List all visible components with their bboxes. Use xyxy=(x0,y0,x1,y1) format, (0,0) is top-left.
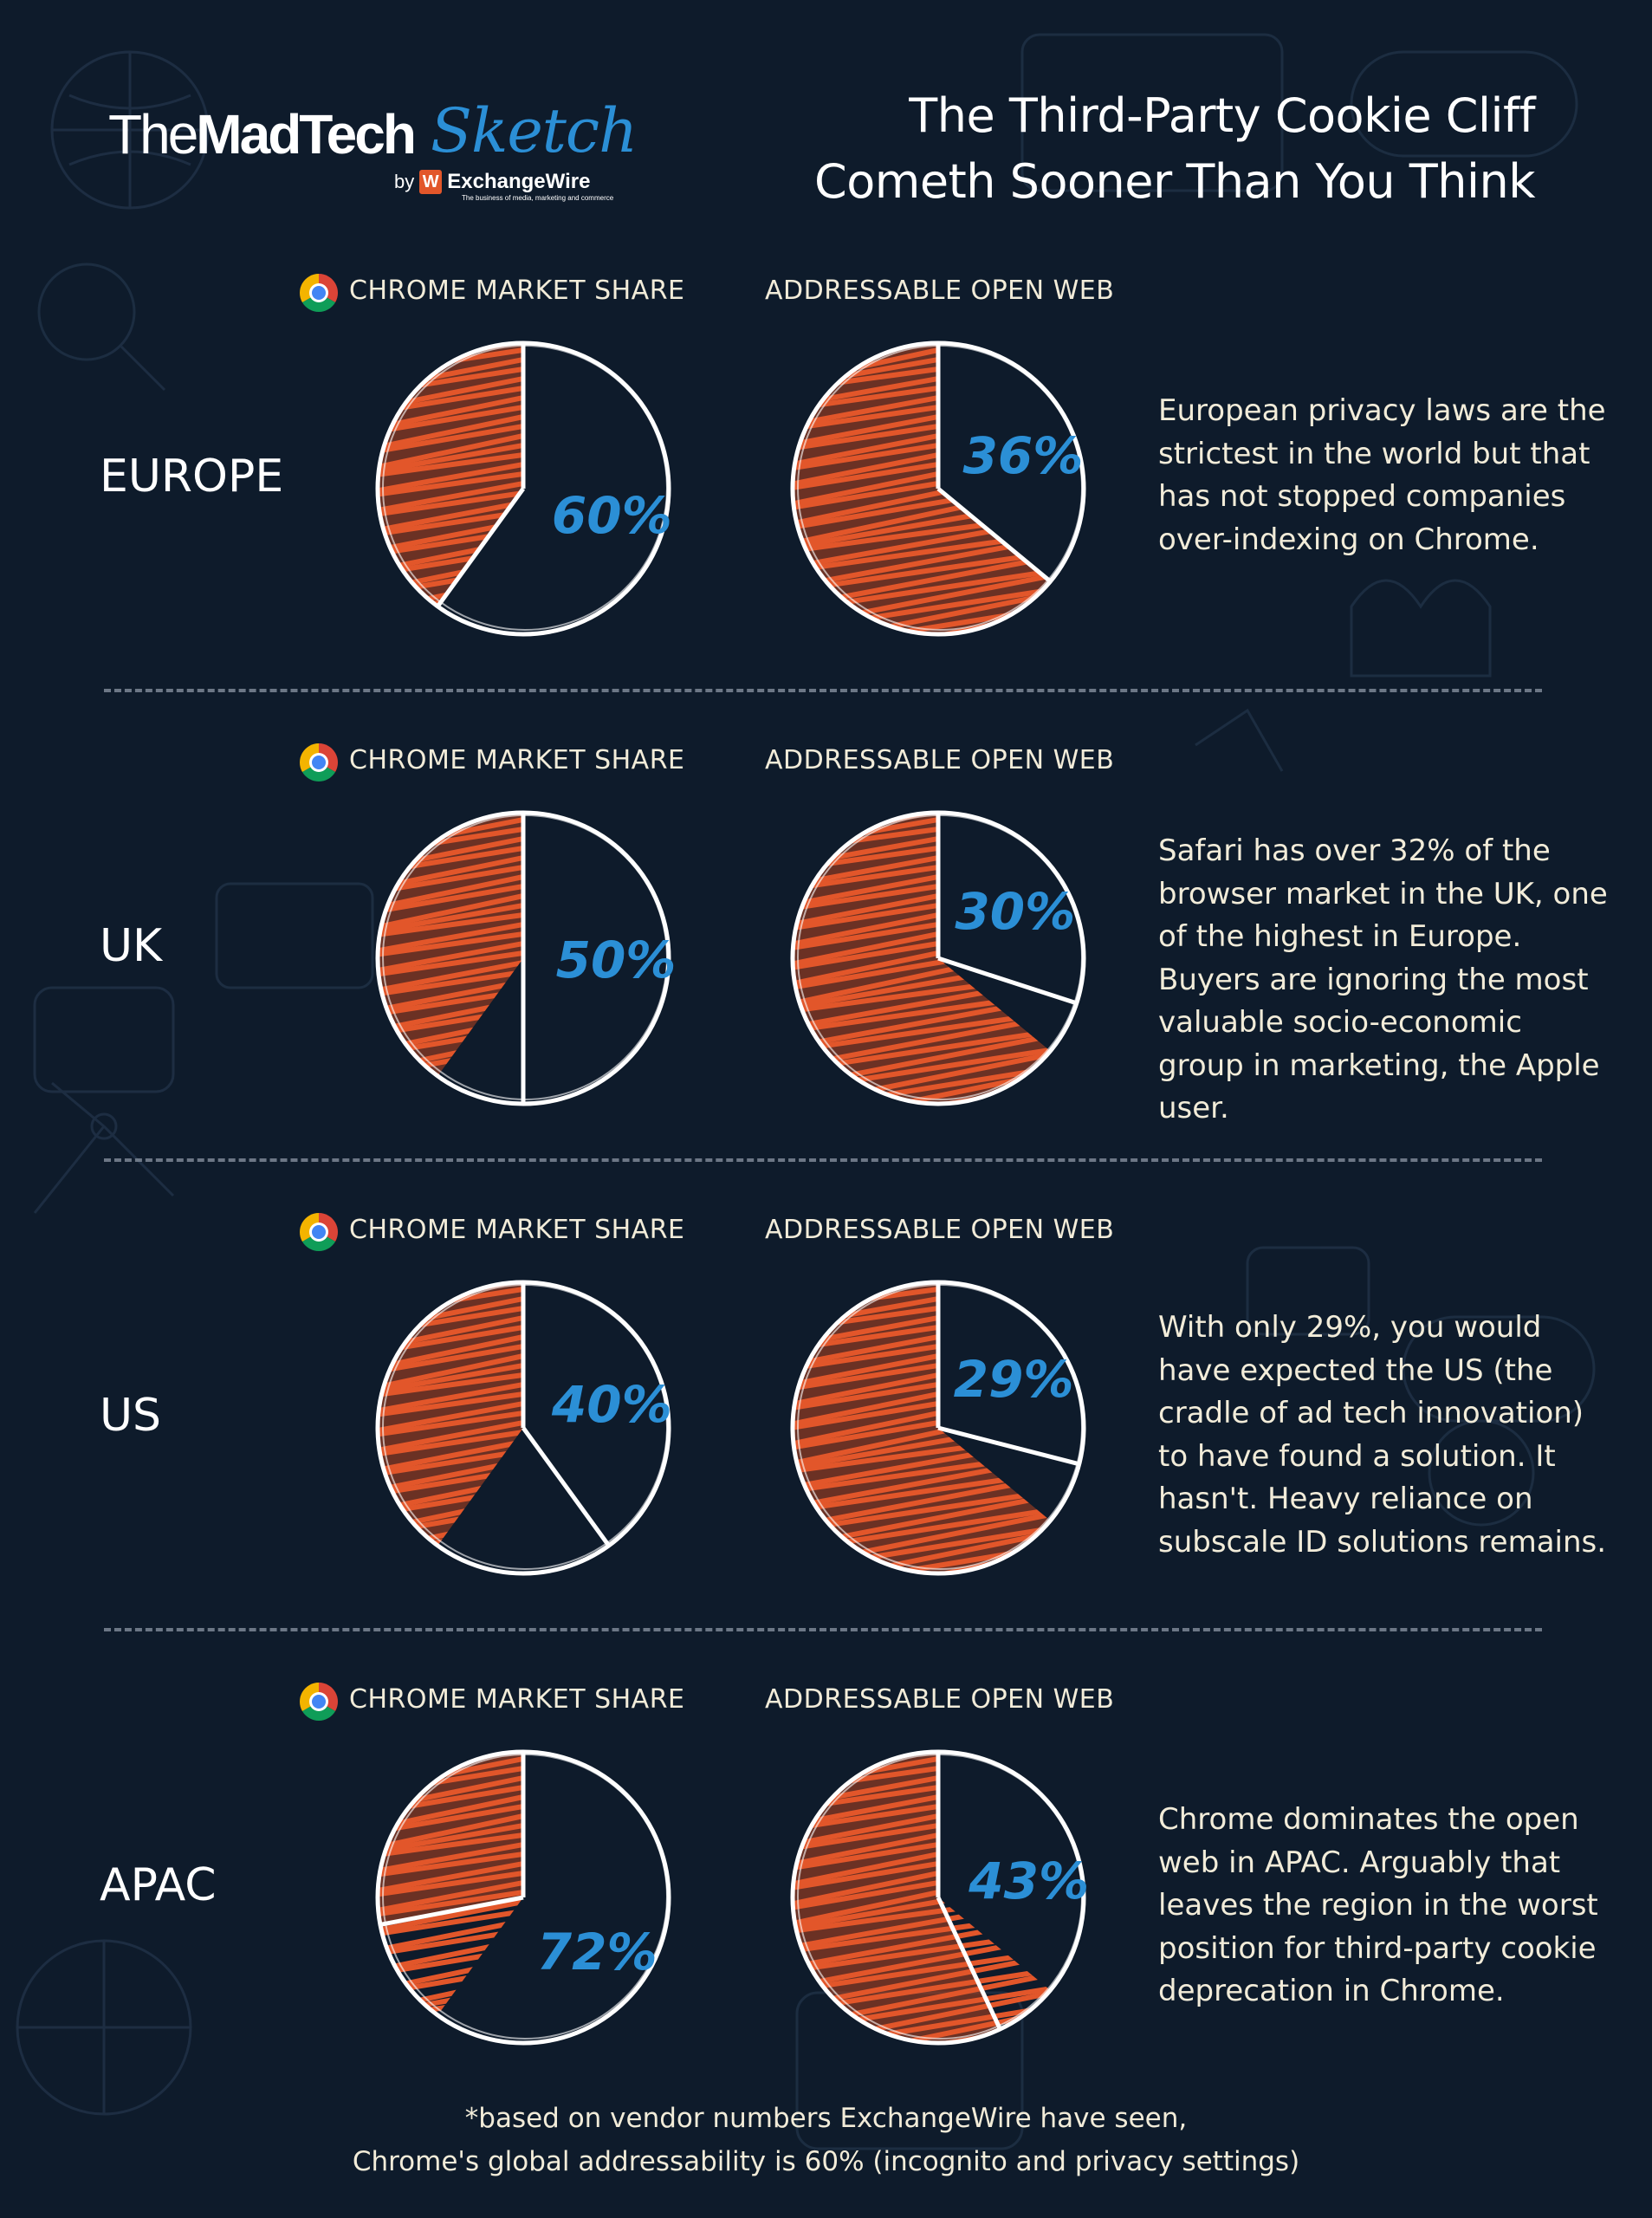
addressable-open-web-label: ADDRESSABLE OPEN WEB xyxy=(765,1684,1115,1715)
chrome-icon xyxy=(300,274,338,312)
logo-wordmark: TheMadTech xyxy=(108,102,417,166)
addressable-open-web-label: ADDRESSABLE OPEN WEB xyxy=(765,745,1115,775)
footnote-line-2: Chrome's global addressability is 60% (i… xyxy=(352,2146,1300,2177)
madtech-sketch-logo: TheMadTech Sketch by W ExchangeWire The … xyxy=(108,95,638,206)
addressable-open-web-value: 29% xyxy=(953,1349,1074,1409)
region-name: UK xyxy=(100,920,163,972)
exchangewire-w-icon: W xyxy=(419,170,443,194)
chrome-icon xyxy=(300,1213,338,1251)
section-divider xyxy=(104,689,1542,692)
region-section-uk: CHROME MARKET SHARE ADDRESSABLE OPEN WEB U… xyxy=(0,730,1652,1197)
logo-madtech: MadTech xyxy=(196,103,417,165)
chrome-market-share-pie xyxy=(375,340,671,637)
region-name: US xyxy=(100,1390,162,1442)
region-note-text: European privacy laws are the strictest … xyxy=(1158,393,1606,557)
region-note-text: With only 29%, you would have expected t… xyxy=(1158,1310,1607,1560)
footnote-line-1: *based on vendor numbers ExchangeWire ha… xyxy=(464,2103,1188,2134)
region-note: Safari has over 32% of the browser marke… xyxy=(1158,830,1609,1131)
page-title: The Third-Party Cookie Cliff Cometh Soon… xyxy=(814,83,1535,215)
chrome-market-share-value: 50% xyxy=(555,931,677,989)
section-divider xyxy=(104,1158,1542,1162)
footnote: *based on vendor numbers ExchangeWire ha… xyxy=(0,2097,1652,2183)
region-note: With only 29%, you would have expected t… xyxy=(1158,1307,1609,1564)
chrome-market-share-value: 72% xyxy=(536,1922,658,1981)
chrome-market-share-value: 40% xyxy=(551,1374,672,1434)
region-name: EUROPE xyxy=(100,451,284,503)
addressable-open-web-value: 36% xyxy=(962,425,1084,485)
addressable-open-web-label: ADDRESSABLE OPEN WEB xyxy=(765,276,1115,306)
chrome-icon xyxy=(300,1683,338,1721)
region-note-text: Safari has over 32% of the browser marke… xyxy=(1158,833,1608,1125)
addressable-open-web-pie xyxy=(790,340,1086,637)
chrome-market-share-label: CHROME MARKET SHARE xyxy=(349,276,685,306)
chrome-market-share-pie xyxy=(375,1280,671,1576)
chrome-market-share-pie xyxy=(375,1749,671,2046)
addressable-open-web-label: ADDRESSABLE OPEN WEB xyxy=(765,1215,1115,1245)
chrome-icon xyxy=(300,743,338,781)
region-section-us: CHROME MARKET SHARE ADDRESSABLE OPEN WEB U… xyxy=(0,1199,1652,1667)
addressable-open-web-pie xyxy=(790,810,1086,1106)
addressable-open-web-value: 30% xyxy=(955,882,1076,942)
logo-by-text: by xyxy=(394,171,415,192)
addressable-open-web-pie xyxy=(790,1749,1086,2046)
title-line-2: Cometh Sooner Than You Think xyxy=(814,154,1535,209)
addressable-open-web-value: 43% xyxy=(969,1852,1090,1911)
region-note: European privacy laws are the strictest … xyxy=(1158,390,1609,561)
logo-byline: by W ExchangeWire xyxy=(394,170,590,194)
logo-the: The xyxy=(108,103,198,165)
addressable-open-web-pie xyxy=(790,1280,1086,1576)
region-section-apac: CHROME MARKET SHARE ADDRESSABLE OPEN WEB A… xyxy=(0,1669,1652,2137)
chrome-market-share-pie xyxy=(375,810,671,1106)
chrome-market-share-label: CHROME MARKET SHARE xyxy=(349,1215,685,1245)
logo-sketch-script: Sketch xyxy=(431,95,638,166)
chrome-market-share-value: 60% xyxy=(551,486,672,546)
section-divider xyxy=(104,1628,1542,1631)
chrome-market-share-label: CHROME MARKET SHARE xyxy=(349,745,685,775)
region-note: Chrome dominates the open web in APAC. A… xyxy=(1158,1799,1609,2014)
chrome-market-share-label: CHROME MARKET SHARE xyxy=(349,1684,685,1715)
logo-tagline: The business of media, marketing and com… xyxy=(462,194,614,202)
region-section-europe: CHROME MARKET SHARE ADDRESSABLE OPEN WEB E… xyxy=(0,260,1652,728)
title-line-1: The Third-Party Cookie Cliff xyxy=(909,88,1535,143)
region-name: APAC xyxy=(100,1859,217,1911)
region-note-text: Chrome dominates the open web in APAC. A… xyxy=(1158,1802,1598,2008)
logo-brand-name: ExchangeWire xyxy=(447,170,591,193)
